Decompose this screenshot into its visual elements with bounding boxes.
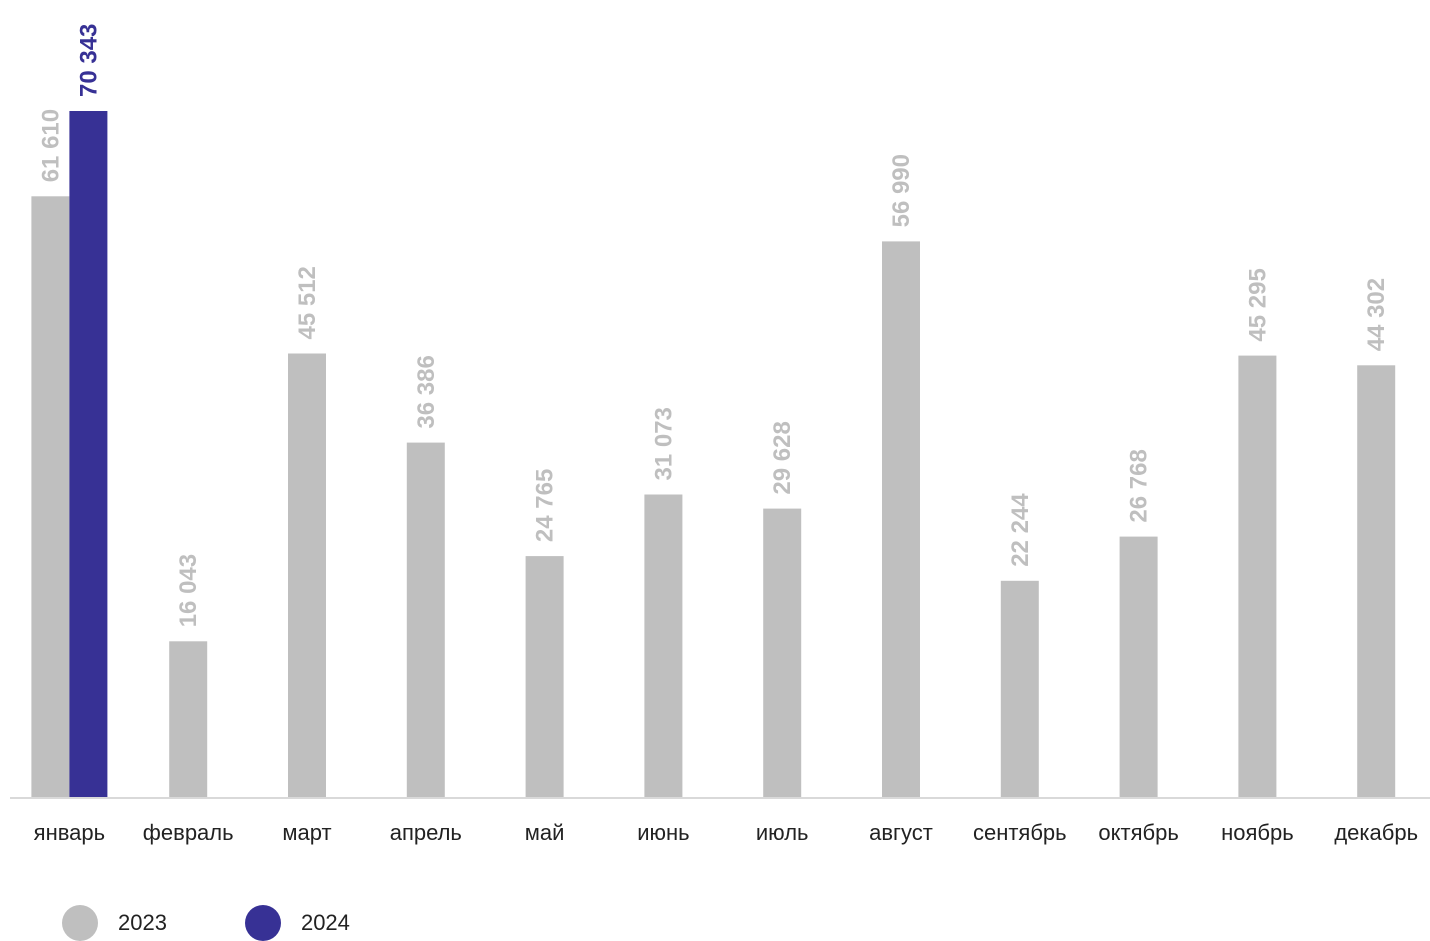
bar-2023-август[interactable] [882, 241, 920, 798]
legend-item-2023[interactable]: 2023 [62, 905, 167, 941]
bar-2023-декабрь[interactable] [1357, 365, 1396, 798]
bar-2023-июнь[interactable] [644, 494, 683, 799]
value-label-2024-январь: 70 343 [75, 24, 102, 97]
category-label-сентябрь: сентябрь [973, 820, 1067, 845]
bar-2023-октябрь[interactable] [1119, 536, 1158, 798]
value-label-2023-ноябрь: 45 295 [1244, 268, 1271, 341]
bar-2023-май[interactable] [525, 556, 564, 798]
legend-label-2024: 2024 [300, 910, 350, 935]
category-labels: январь февраль март апрель май июнь июль август… [34, 820, 1418, 845]
bar-2023-ноябрь[interactable] [1238, 355, 1277, 798]
value-labels: 61 610 70 343 16 043 45 512 36 386 24 765 31 0… [37, 24, 1390, 628]
value-label-2023-декабрь: 44 302 [1363, 278, 1390, 351]
value-label-2023-октябрь: 26 768 [1126, 449, 1153, 522]
value-label-2023-июль: 29 628 [769, 421, 796, 494]
category-label-июль: июль [756, 820, 809, 845]
legend-label-2023: 2023 [118, 910, 167, 935]
bar-2023-январь[interactable] [31, 196, 70, 799]
value-label-2023-февраль: 16 043 [175, 554, 202, 627]
bar-2023-февраль[interactable] [169, 641, 208, 798]
value-label-2023-июнь: 31 073 [650, 407, 677, 480]
bar-2024-январь[interactable] [69, 111, 108, 798]
category-label-апрель: апрель [390, 820, 462, 845]
category-label-май: май [525, 820, 565, 845]
value-label-2023-сентябрь: 22 244 [1007, 493, 1034, 567]
value-label-2023-апрель: 36 386 [413, 355, 440, 428]
bars-layer [31, 111, 1396, 799]
legend-swatch-2023 [62, 905, 98, 941]
legend-swatch-2024 [244, 905, 281, 941]
bar-2023-июль[interactable] [763, 508, 802, 798]
category-label-ноябрь: ноябрь [1221, 820, 1294, 845]
category-label-июнь: июнь [637, 820, 689, 845]
category-label-март: март [282, 820, 331, 845]
bar-2023-апрель[interactable] [406, 442, 445, 798]
category-label-февраль: февраль [143, 820, 234, 845]
bar-2023-сентябрь[interactable] [1000, 580, 1039, 798]
value-label-2023-март: 45 512 [294, 266, 321, 339]
category-label-январь: январь [34, 820, 105, 845]
category-label-октябрь: октябрь [1098, 820, 1178, 845]
value-label-2023-август: 56 990 [888, 154, 915, 227]
value-label-2023-май: 24 765 [532, 469, 559, 542]
category-label-декабрь: декабрь [1334, 820, 1418, 845]
category-label-август: август [869, 820, 933, 845]
value-label-2023-январь: 61 610 [37, 109, 64, 182]
legend-item-2024[interactable]: 2024 [244, 905, 350, 941]
bar-2023-март[interactable] [288, 353, 326, 799]
legend: 2023 2024 [62, 905, 428, 941]
